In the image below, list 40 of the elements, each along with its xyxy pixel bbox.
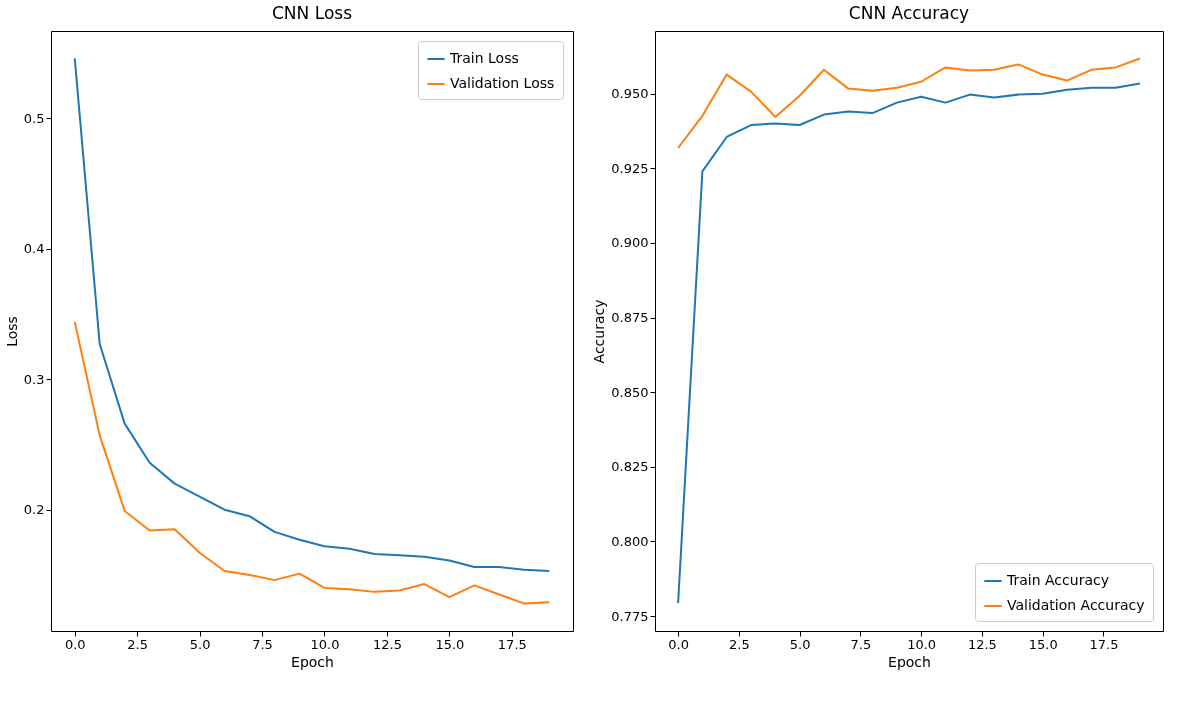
x-tick-label: 2.5: [127, 636, 149, 652]
x-tick-label: 0.0: [64, 636, 86, 652]
chart-title: CNN Accuracy: [848, 3, 970, 23]
y-tick-label: 0.4: [23, 241, 45, 257]
legend-label: Train Accuracy: [1006, 572, 1109, 588]
y-tick-label: 0.925: [611, 160, 649, 176]
x-tick-label: 10.0: [310, 636, 340, 652]
x-tick-label: 2.5: [729, 636, 750, 652]
x-axis-title: Epoch: [888, 653, 931, 670]
x-tick-label: 7.5: [252, 636, 273, 652]
legend-label: Train Loss: [449, 50, 519, 66]
y-tick-label: 0.850: [611, 384, 649, 400]
x-tick-label: 7.5: [850, 636, 872, 652]
y-axis-title: Accuracy: [591, 299, 608, 364]
y-tick-label: 0.5: [23, 110, 45, 126]
y-axis-title: Loss: [3, 316, 20, 347]
x-tick-label: 17.5: [497, 636, 527, 652]
x-tick-label: 12.5: [372, 636, 402, 652]
line-series: [677, 57, 1141, 150]
y-tick-label: 0.800: [611, 533, 649, 549]
x-tick-label: 15.0: [1028, 636, 1058, 652]
x-tick-label: 5.0: [789, 636, 811, 652]
x-tick-label: 5.0: [189, 636, 211, 652]
x-tick-label: 12.5: [967, 636, 997, 652]
x-tick-label: 0.0: [668, 636, 689, 652]
y-tick-label: 0.875: [611, 310, 649, 326]
y-tick-label: 0.775: [611, 608, 649, 624]
line-series: [73, 320, 551, 605]
legend-label: Validation Accuracy: [1007, 597, 1145, 613]
x-tick-label: 17.5: [1089, 636, 1119, 652]
chart-title: CNN Loss: [272, 3, 353, 23]
x-tick-label: 10.0: [907, 636, 937, 652]
x-tick-label: 15.0: [435, 636, 465, 652]
x-axis-title: Epoch: [291, 653, 334, 670]
y-tick-label: 0.825: [611, 459, 649, 475]
y-tick-label: 0.3: [23, 371, 45, 387]
y-tick-label: 0.900: [611, 235, 649, 251]
y-tick-label: 0.2: [23, 502, 45, 518]
legend-label: Validation Loss: [450, 75, 555, 91]
y-tick-label: 0.950: [611, 86, 649, 102]
